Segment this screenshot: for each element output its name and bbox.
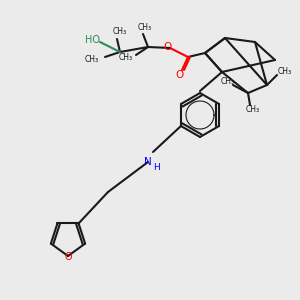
Text: CH₃: CH₃ <box>113 28 127 37</box>
Text: O: O <box>64 252 72 262</box>
Text: CH₃: CH₃ <box>119 52 133 62</box>
Text: CH₃: CH₃ <box>246 106 260 115</box>
Text: CH₃: CH₃ <box>221 77 235 86</box>
Text: CH₃: CH₃ <box>85 55 99 64</box>
Text: O: O <box>163 42 171 52</box>
Text: CH₃: CH₃ <box>278 67 292 76</box>
Text: CH₃: CH₃ <box>138 22 152 32</box>
Text: H: H <box>154 163 160 172</box>
Text: N: N <box>144 157 152 167</box>
Text: HO: HO <box>85 35 100 45</box>
Text: O: O <box>176 70 184 80</box>
